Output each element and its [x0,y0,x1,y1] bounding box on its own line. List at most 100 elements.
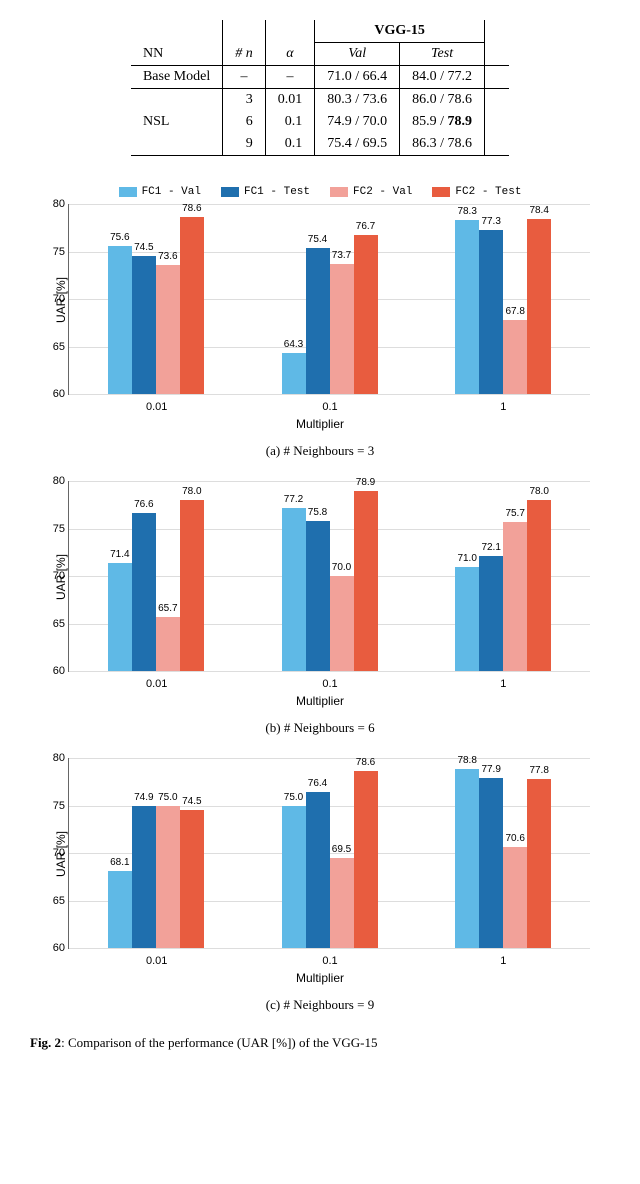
bar: 74.5 [180,810,204,948]
bar-value-label: 75.7 [505,508,524,519]
bar-value-label: 74.9 [134,792,153,803]
y-tick: 60 [39,388,65,400]
bar-group: 78.877.970.677.8 [416,758,590,948]
bar-group: 68.174.975.074.5 [69,758,243,948]
bar-value-label: 76.6 [134,499,153,510]
bar: 64.3 [282,353,306,394]
x-tick: 1 [417,395,590,413]
bar: 75.0 [282,806,306,949]
table-row: Base Model [131,66,223,89]
bar: 78.0 [180,500,204,671]
bar: 72.1 [479,556,503,671]
bar-group: 71.072.175.778.0 [416,481,590,671]
bar-group: 71.4 76.6 65.778.0 [69,481,243,671]
results-table: VGG-15 NN # n α Val Test Base Model – – … [131,20,509,156]
plot-area: 606570758075.674.573.678.664.375.473.776… [68,204,590,395]
bar: 75.6 [108,246,132,394]
bar: 76.4 [306,792,330,948]
bar-value-label: 73.6 [158,251,177,262]
plot-area: 606570758068.174.975.074.575.076.469.578… [68,758,590,949]
bar-value-label: 77.8 [529,765,548,776]
bar-group: 78.377.367.878.4 [416,204,590,394]
bar-value-label: 74.5 [134,242,153,253]
bar-value-label: 75.6 [110,232,129,243]
bar-group: 77.275.870.078.9 [243,481,417,671]
bar-value-label: 69.5 [332,844,351,855]
y-tick: 65 [39,341,65,353]
subplot-caption: (a) # Neighbours = 3 [50,443,590,459]
x-tick: 0.1 [243,395,416,413]
bar-value-label: 78.0 [529,486,548,497]
bar-value-label: 76.4 [308,778,327,789]
bar: 71.4 [108,563,132,671]
bar-value-label: 70.0 [332,562,351,573]
x-axis-label: Multiplier [50,690,590,708]
subplot-caption: (c) # Neighbours = 9 [50,997,590,1013]
bar: 70.6 [503,847,527,948]
bar-value-label: 78.8 [457,755,476,766]
bar-value-label: 67.8 [505,306,524,317]
bar-value-label: 75.0 [284,792,303,803]
legend-label: FC1 - Val [142,186,201,198]
bar-value-label: 77.9 [481,764,500,775]
x-tick: 0.01 [70,672,243,690]
bar: 78.0 [527,500,551,671]
legend-label: FC1 - Test [244,186,310,198]
bar-chart: UAR [%]606570758071.476.665.778.077.275.… [50,481,590,736]
y-tick: 80 [39,198,65,210]
y-tick: 65 [39,618,65,630]
bar: 68.1 [108,871,132,948]
bar: 77.8 [527,779,551,948]
bar-value-label: 75.4 [308,234,327,245]
bar: 65.7 [156,617,180,671]
legend-item: FC1 - Val [119,186,201,198]
bar: 78.6 [354,771,378,948]
bar-group: 75.674.573.678.6 [69,204,243,394]
bar-value-label: 74.5 [182,796,201,807]
bar-value-label: 77.3 [481,216,500,227]
bar: 75.8 [306,521,330,671]
y-tick: 80 [39,752,65,764]
x-tick: 0.01 [70,949,243,967]
col-nn: NN [131,43,223,66]
legend-swatch [330,187,348,197]
bar-value-label: 76.7 [356,221,375,232]
bar-value-label: 71.4 [110,549,129,560]
table-group-header: VGG-15 [315,20,485,43]
legend-item: FC2 - Val [330,186,412,198]
x-axis-label: Multiplier [50,967,590,985]
bar: 78.3 [455,220,479,394]
legend-label: FC2 - Test [455,186,521,198]
bar: 78.4 [527,219,551,394]
x-tick: 0.01 [70,395,243,413]
bar-value-label: 75.8 [308,507,327,518]
legend-swatch [221,187,239,197]
x-tick: 1 [417,949,590,967]
bar: 77.2 [282,508,306,671]
y-tick: 75 [39,800,65,812]
x-tick: 1 [417,672,590,690]
bar: 73.7 [330,264,354,394]
y-tick: 70 [39,570,65,582]
bar: 74.5 [132,256,156,394]
x-tick: 0.1 [243,672,416,690]
bar: 78.9 [354,491,378,671]
y-tick: 70 [39,847,65,859]
bar-chart: UAR [%]606570758068.174.975.074.575.076.… [50,758,590,1013]
chart-legend: FC1 - Val FC1 - Test FC2 - Val FC2 - Test [30,186,610,198]
bar: 76.7 [354,235,378,394]
bar: 78.8 [455,769,479,948]
bar-value-label: 73.7 [332,250,351,261]
bar-group: 75.076.469.578.6 [243,758,417,948]
col-n: # n [223,43,266,66]
y-tick: 60 [39,665,65,677]
bar-chart: UAR [%]606570758075.674.573.678.664.375.… [50,204,590,459]
bar-value-label: 71.0 [457,553,476,564]
bar-value-label: 70.6 [505,833,524,844]
bar: 74.9 [132,806,156,948]
bar-value-label: 78.4 [529,205,548,216]
bar-value-label: 72.1 [481,542,500,553]
bar-value-label: 77.2 [284,494,303,505]
bar: 71.0 [455,567,479,672]
bar-value-label: 65.7 [158,603,177,614]
